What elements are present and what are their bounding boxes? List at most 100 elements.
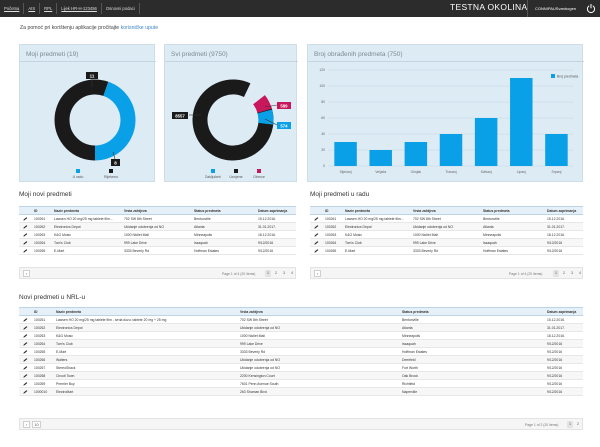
- breadcrumb-item-home[interactable]: Početna: [0, 3, 25, 14]
- pencil-icon[interactable]: [23, 341, 28, 346]
- column-header-status[interactable]: Status predmeta: [192, 206, 256, 215]
- panel-title: Moji predmeti (19): [26, 51, 79, 58]
- table-row[interactable]: 100263 K&G Music 1000 Nicllet Mall Minneapo…: [310, 230, 583, 239]
- pencil-icon[interactable]: [314, 240, 319, 245]
- column-header-name[interactable]: Naziv predmeta: [343, 206, 411, 215]
- pencil-icon[interactable]: [23, 325, 28, 330]
- breadcrumb-label[interactable]: RPL: [44, 6, 53, 11]
- donut-slice-usnjene[interactable]: [192, 79, 274, 161]
- table-row[interactable]: 100265 E-Mart 3333 Beverly Rd Hoffman Estat…: [310, 246, 583, 255]
- pager-prev-button[interactable]: ‹: [23, 270, 30, 277]
- column-header-name[interactable]: Naziv predmeta: [52, 206, 122, 215]
- donut-slice-rijekeno[interactable]: [54, 79, 136, 161]
- column-header-date[interactable]: Datum zaprimanja: [545, 307, 583, 316]
- table-row[interactable]: 100262 Electronics Depot Ukidanje odobrenj…: [310, 222, 583, 231]
- donut-slice-obrnce[interactable]: [187, 74, 280, 167]
- pencil-icon[interactable]: [314, 248, 319, 253]
- user-manual-link[interactable]: korisničke upute: [120, 25, 159, 31]
- breadcrumb-item-lijek[interactable]: Lijek HR-H-123456: [57, 3, 102, 14]
- column-header-id[interactable]: ID: [32, 206, 52, 215]
- bar[interactable]: [404, 142, 428, 166]
- cell-id: 100262: [323, 222, 343, 231]
- bar[interactable]: [334, 142, 357, 166]
- pencil-icon[interactable]: [23, 248, 28, 253]
- power-icon[interactable]: [585, 3, 597, 14]
- table-row[interactable]: 100261 Lawsen HO 20 mg/25 mg tablete film…: [19, 214, 296, 223]
- pencil-icon[interactable]: [314, 232, 319, 237]
- panel-processed-cases: Broj obrađenih predmeta (750) Broj predm…: [307, 44, 584, 182]
- pager-prev-button[interactable]: ‹: [23, 421, 30, 428]
- pencil-icon[interactable]: [314, 224, 319, 229]
- column-header-type[interactable]: Vrsta zahtjeva: [238, 307, 400, 316]
- user-name[interactable]: CONNIPAUSvanbogen: [527, 0, 583, 17]
- cell-type: 999 Lake Drive: [411, 238, 481, 247]
- table-row[interactable]: 100261 Lawsen HO 20 mg/25 mg tablete film…: [310, 214, 583, 223]
- pencil-icon[interactable]: [23, 389, 28, 394]
- column-header-name[interactable]: Naziv predmeta: [54, 307, 238, 316]
- breadcrumb-item-ais[interactable]: AIS: [24, 3, 41, 14]
- pager-page-4[interactable]: 4: [291, 271, 293, 275]
- pager-page-4[interactable]: 4: [579, 271, 581, 275]
- y-tick-label: 60: [321, 116, 325, 120]
- table-row[interactable]: 100263 K&G Music 1000 Nicllet Mall Minneapo…: [19, 230, 296, 239]
- pencil-icon[interactable]: [23, 333, 28, 338]
- breadcrumb-label[interactable]: AIS: [28, 6, 36, 11]
- cell-type: 3333 Beverly Rd: [238, 347, 400, 356]
- column-header-date[interactable]: Datum zaprimanja: [545, 206, 583, 215]
- table-row[interactable]: 100261 Lawsen HO 20 mg/25 mg tablete film…: [19, 315, 583, 324]
- bar[interactable]: [369, 150, 392, 166]
- pager-page-1[interactable]: 1: [265, 270, 271, 277]
- pencil-icon[interactable]: [23, 357, 28, 362]
- table-row[interactable]: 100264 Tom's Club 999 Lake Drive Issaquah 9/…: [310, 238, 583, 247]
- bar[interactable]: [510, 78, 533, 166]
- cell-type: 702 SW 8th Street: [122, 214, 192, 223]
- pager-page-3[interactable]: 3: [571, 271, 573, 275]
- table-row[interactable]: 100268 Circuit Town 2200 Kensington Court O…: [19, 371, 583, 380]
- pager-page-2[interactable]: 2: [577, 422, 579, 426]
- column-header-status[interactable]: Status predmeta: [481, 206, 545, 215]
- table-row[interactable]: 100264 Tom's Club 999 Lake Drive Issaquah 9/…: [19, 339, 583, 348]
- bar[interactable]: [474, 118, 498, 166]
- table-row[interactable]: 100264 Tom's Club 999 Lake Drive Issaquah 9/…: [19, 238, 296, 247]
- table-row[interactable]: 1000010 ElectroMart 263 Shuman Blvd Napervi…: [19, 387, 583, 396]
- table-row[interactable]: 100262 Electronics Depot Ukidanje odobrenj…: [19, 323, 583, 332]
- column-header-id[interactable]: ID: [323, 206, 343, 215]
- pencil-icon[interactable]: [23, 349, 28, 354]
- legend-swatch-obrnce: [257, 169, 261, 173]
- pencil-icon[interactable]: [23, 381, 28, 386]
- column-header-status[interactable]: Status predmeta: [400, 307, 545, 316]
- pencil-icon[interactable]: [23, 317, 28, 322]
- bar[interactable]: [439, 134, 463, 166]
- cell-date: 9/12/2016: [545, 246, 583, 255]
- column-header-date[interactable]: Datum zaprimanja: [256, 206, 296, 215]
- table-row[interactable]: 100263 K&G Music 1000 Nicllet Mall Minneapo…: [19, 331, 583, 340]
- pencil-icon[interactable]: [23, 365, 28, 370]
- column-header-type[interactable]: Vrsta zahtjeva: [411, 206, 481, 215]
- table-row[interactable]: 100267 StereoShack Ukidanje odobrenja od N…: [19, 363, 583, 372]
- pencil-icon[interactable]: [23, 240, 28, 245]
- table-row[interactable]: 100262 Electronics Depot Ukidanje odobrenj…: [19, 222, 296, 231]
- table-row[interactable]: 100269 Premier Buy 7601 Penn Avenue South R…: [19, 379, 583, 388]
- column-header-type[interactable]: Vrsta zahtjeva: [122, 206, 192, 215]
- pager-page-3[interactable]: 3: [283, 271, 285, 275]
- page-size-select[interactable]: 10: [32, 421, 41, 428]
- table-row[interactable]: 100265 E-Mart 3333 Beverly Rd Hoffman Estat…: [19, 347, 583, 356]
- pencil-icon[interactable]: [23, 232, 28, 237]
- column-header-id[interactable]: ID: [32, 307, 54, 316]
- pencil-icon[interactable]: [23, 224, 28, 229]
- pager-prev-button[interactable]: ‹: [314, 270, 321, 277]
- pager-page-2[interactable]: 2: [275, 271, 277, 275]
- breadcrumb-item-rpl[interactable]: RPL: [40, 3, 58, 14]
- pager-page-1[interactable]: 1: [567, 421, 573, 428]
- breadcrumb-label[interactable]: Lijek HR-H-123456: [61, 6, 97, 11]
- bar[interactable]: [545, 134, 568, 166]
- pager-page-2[interactable]: 2: [563, 271, 565, 275]
- edit-cell: [19, 214, 32, 223]
- table-row[interactable]: 100265 E-Mart 3333 Beverly Rd Hoffman Estat…: [19, 246, 296, 255]
- table-row[interactable]: 100266 Walters Ukidanje odobrenja od NO Dee…: [19, 355, 583, 364]
- pencil-icon[interactable]: [314, 216, 319, 221]
- pencil-icon[interactable]: [23, 373, 28, 378]
- pager-page-1[interactable]: 1: [553, 270, 559, 277]
- breadcrumb-label[interactable]: Početna: [4, 6, 20, 11]
- pencil-icon[interactable]: [23, 216, 28, 221]
